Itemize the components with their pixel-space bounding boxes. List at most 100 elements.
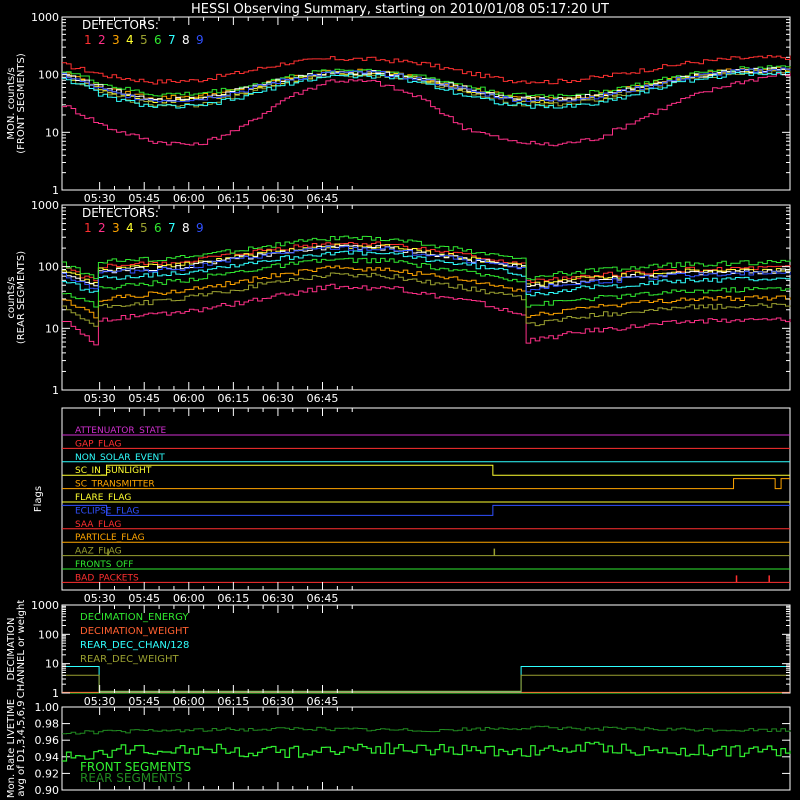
livetime-legend: REAR SEGMENTS: [80, 771, 183, 785]
front-legend-detector: 1: [84, 33, 92, 47]
livetime-panel: 0.90 0.92 0.94 0.96 0.98 1.00 FRONT SEGMENTSRE…: [35, 701, 791, 797]
front-ylabel-tick: 1: [52, 184, 59, 197]
front-legend-detector: 5: [140, 33, 148, 47]
flags-ytitle: Flags: [33, 486, 44, 512]
plot-title: HESSI Observing Summary, starting on 201…: [191, 2, 609, 17]
livetime-series: [62, 725, 791, 735]
decimation-xlabel: 06:30: [262, 695, 294, 708]
rear-series-2: [62, 283, 791, 346]
decimation-xlabel: 05:30: [84, 695, 116, 708]
front-ylabel-tick: 1000: [31, 11, 59, 24]
rear-legend-detector: 8: [182, 221, 190, 235]
front-legend-detector: 6: [154, 33, 162, 47]
flag-line: [62, 504, 790, 516]
livetime-series: [62, 741, 791, 762]
flags-xlabel: 06:45: [307, 592, 339, 605]
decimation-series: [62, 666, 790, 693]
decimation-legend: DECIMATION_WEIGHT: [80, 626, 189, 637]
front-xlabel: 05:30: [84, 192, 116, 205]
flag-label: SC_TRANSMITTER: [75, 480, 155, 490]
flag-label: AAZ_FLAG: [75, 547, 122, 557]
livetime-legend: FRONT SEGMENTS: [80, 760, 191, 774]
rear-series-7: [62, 250, 791, 297]
flag-label: FLARE_FLAG: [75, 493, 131, 503]
rear-xlabel: 06:45: [307, 392, 339, 405]
rear-legend-detector: 4: [126, 221, 134, 235]
flag-label: GAP_FLAG: [75, 439, 121, 449]
flag-label: NON_SOLAR_EVENT: [75, 453, 165, 463]
front-series-9: [62, 67, 791, 103]
decimation-xlabel: 06:15: [218, 695, 250, 708]
rear-ylabel-tick: 10: [45, 322, 59, 335]
flag-line: [62, 478, 790, 490]
front-ytitle: MON. counts/s: [6, 67, 17, 139]
livetime-frame: [61, 706, 791, 791]
front-xlabel: 06:45: [307, 192, 339, 205]
rear-legend-detector: 1: [84, 221, 92, 235]
livetime-ytitle: Mon. Rate LIVETIME: [6, 699, 17, 798]
livetime-ylabel-tick: 1.00: [35, 701, 60, 714]
flag-label: SAA_FLAG: [75, 520, 121, 530]
flag-label: PARTICLE_FLAG: [75, 533, 145, 543]
decimation-xlabel: 06:00: [173, 695, 205, 708]
rear-series-9: [62, 245, 791, 293]
decimation-ylabel-tick: 10: [45, 658, 59, 671]
livetime-ylabel-tick: 0.92: [35, 767, 60, 780]
flags-xlabel: 05:45: [128, 592, 160, 605]
decimation-legend: REAR_DEC_WEIGHT: [80, 654, 179, 665]
flag-line: [62, 464, 790, 476]
flags-frame: [61, 407, 791, 591]
rear-legend-detector: 5: [140, 221, 148, 235]
decimation-xlabel: 05:45: [128, 695, 160, 708]
livetime-ylabel-tick: 0.98: [35, 718, 60, 731]
front-legend-detector: 8: [182, 33, 190, 47]
flag-label: ECLIPSE_FLAG: [75, 506, 139, 516]
rear-series-6: [62, 257, 791, 308]
rear-xlabel: 06:30: [262, 392, 294, 405]
rear-legend-detector: 6: [154, 221, 162, 235]
front-series-2: [62, 71, 791, 147]
front-legend-detector: 2: [98, 33, 106, 47]
front-legend-detector: 3: [112, 33, 120, 47]
rear-ylabel-tick: 100: [38, 261, 59, 274]
rear-xlabel: 05:30: [84, 392, 116, 405]
front-legend-title: DETECTORS:: [82, 18, 159, 32]
flags-xlabel: 06:00: [173, 592, 205, 605]
rear-xlabel: 06:15: [218, 392, 250, 405]
decimation-ytitle: DECIMATION: [6, 617, 17, 680]
front-ylabel-tick: 100: [38, 69, 59, 82]
rear-series-3: [62, 265, 791, 319]
flag-label: SC_IN_SUNLIGHT: [75, 466, 152, 476]
rear-legend-detector: 2: [98, 221, 106, 235]
rear-xlabel: 06:00: [173, 392, 205, 405]
flags-panel: ATTENUATOR_STATE GAP_FLAG NON_SOLAR_EVENT S…: [61, 407, 791, 591]
decimation-series: [62, 674, 790, 692]
flag-label: FRONTS_OFF: [75, 560, 133, 570]
decimation-ylabel-tick: 100: [38, 628, 59, 641]
decimation-ylabel-tick: 1000: [31, 599, 59, 612]
flags-xlabel: 06:15: [218, 592, 250, 605]
rear-legend-detector: 7: [168, 221, 176, 235]
rear-xlabel: 05:45: [128, 392, 160, 405]
decimation-xlabel: 06:45: [307, 695, 339, 708]
livetime-ytitle2: avg of D1,3,4,5,6,9: [16, 700, 27, 796]
front-xlabel: 06:15: [218, 192, 250, 205]
rear-ytitle: counts/s: [6, 276, 17, 318]
rear-series-5: [62, 272, 791, 327]
rear-legend-title: DETECTORS:: [82, 206, 159, 220]
front-series-7: [62, 71, 790, 109]
front-frame: [61, 16, 791, 191]
rear-series-extra: [62, 235, 791, 281]
front-series-6: [62, 65, 791, 98]
decimation-ytitle2: CHANNEL or weight: [16, 600, 27, 699]
front-xlabel: 06:00: [173, 192, 205, 205]
front-legend-detector: 4: [126, 33, 134, 47]
rear-ylabel-tick: 1: [52, 384, 59, 397]
rear-legend-detector: 9: [196, 221, 204, 235]
rear-ylabel-tick: 1000: [31, 199, 59, 212]
flags-xlabel: 06:30: [262, 592, 294, 605]
flag-label: BAD_PACKETS: [75, 573, 139, 583]
